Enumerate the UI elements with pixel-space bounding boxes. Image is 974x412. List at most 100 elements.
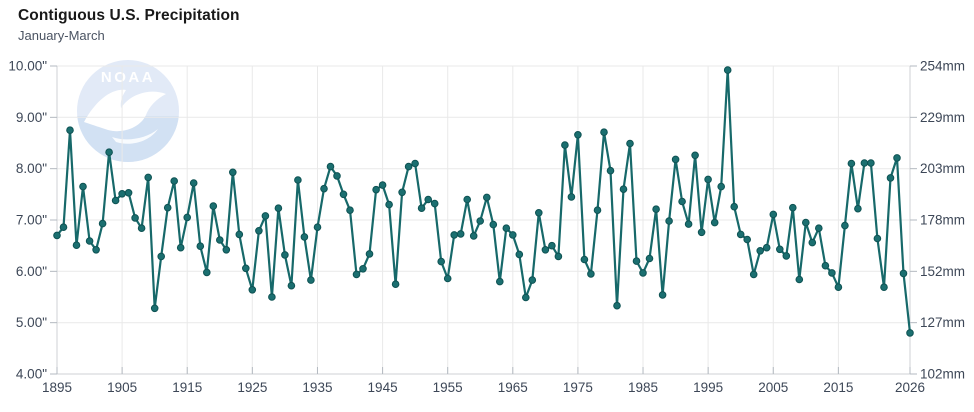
data-point[interactable] <box>632 257 641 265</box>
data-point[interactable] <box>157 252 165 261</box>
data-point[interactable] <box>847 159 856 168</box>
data-point[interactable] <box>72 241 81 249</box>
data-point[interactable] <box>398 188 406 197</box>
data-point[interactable] <box>580 255 589 264</box>
data-point[interactable] <box>131 214 139 222</box>
data-point[interactable] <box>762 243 771 252</box>
data-point[interactable] <box>98 219 107 228</box>
data-point[interactable] <box>593 206 602 214</box>
data-point[interactable] <box>867 159 875 167</box>
data-point[interactable] <box>85 237 94 245</box>
data-point[interactable] <box>665 217 673 225</box>
data-point[interactable] <box>176 243 185 252</box>
data-point[interactable] <box>704 175 712 184</box>
data-point[interactable] <box>287 281 296 290</box>
data-point[interactable] <box>854 204 862 213</box>
data-point[interactable] <box>899 269 908 278</box>
data-point[interactable] <box>515 250 524 259</box>
data-point[interactable] <box>587 270 595 278</box>
data-point[interactable] <box>873 234 882 243</box>
data-point[interactable] <box>528 276 537 284</box>
data-point[interactable] <box>59 223 68 231</box>
data-point[interactable] <box>469 232 478 240</box>
data-point[interactable] <box>385 200 393 209</box>
data-point[interactable] <box>808 238 817 247</box>
data-point[interactable] <box>261 212 270 220</box>
data-point[interactable] <box>815 224 823 232</box>
data-point[interactable] <box>535 209 543 217</box>
data-point[interactable] <box>281 251 289 259</box>
data-point[interactable] <box>860 159 869 167</box>
data-point[interactable] <box>294 176 302 184</box>
data-point[interactable] <box>554 252 563 261</box>
data-point[interactable] <box>326 162 335 171</box>
data-point[interactable] <box>150 304 159 313</box>
data-point[interactable] <box>841 221 849 230</box>
data-point[interactable] <box>313 223 322 231</box>
data-point[interactable] <box>235 230 244 239</box>
data-point[interactable] <box>489 220 498 229</box>
data-point[interactable] <box>717 182 726 191</box>
data-point[interactable] <box>743 235 752 244</box>
data-point[interactable] <box>671 155 680 164</box>
data-point[interactable] <box>483 193 491 202</box>
data-point[interactable] <box>749 270 758 279</box>
data-point[interactable] <box>684 220 693 228</box>
data-point[interactable] <box>769 210 778 219</box>
data-point[interactable] <box>66 126 74 134</box>
data-point[interactable] <box>430 199 439 208</box>
data-point[interactable] <box>378 181 387 189</box>
data-point[interactable] <box>723 66 732 74</box>
data-point[interactable] <box>111 196 120 205</box>
data-point[interactable] <box>229 168 237 177</box>
data-point[interactable] <box>476 217 485 225</box>
data-point[interactable] <box>216 236 224 244</box>
data-point[interactable] <box>561 141 569 149</box>
data-point[interactable] <box>118 190 126 198</box>
data-point[interactable] <box>320 184 328 193</box>
data-point[interactable] <box>789 203 797 212</box>
data-point[interactable] <box>92 246 100 254</box>
data-point[interactable] <box>443 274 452 283</box>
data-point[interactable] <box>645 254 654 263</box>
data-point[interactable] <box>203 268 211 277</box>
data-point[interactable] <box>821 261 830 270</box>
data-point[interactable] <box>626 139 634 148</box>
data-point[interactable] <box>658 291 667 299</box>
data-point[interactable] <box>802 218 810 227</box>
data-point[interactable] <box>105 148 113 156</box>
data-point[interactable] <box>697 228 706 237</box>
data-point[interactable] <box>456 230 465 238</box>
data-point[interactable] <box>391 280 400 289</box>
data-point[interactable] <box>144 173 152 182</box>
data-point[interactable] <box>339 190 348 199</box>
data-point[interactable] <box>352 270 361 279</box>
data-point[interactable] <box>248 286 257 294</box>
data-point[interactable] <box>606 166 615 175</box>
data-point[interactable] <box>880 283 888 292</box>
data-point[interactable] <box>437 257 446 266</box>
data-point[interactable] <box>365 250 374 258</box>
data-point[interactable] <box>359 265 367 273</box>
data-point[interactable] <box>502 224 511 232</box>
data-point[interactable] <box>274 204 283 212</box>
data-point[interactable] <box>736 230 745 239</box>
data-point[interactable] <box>424 195 433 204</box>
data-point[interactable] <box>463 195 472 204</box>
data-point[interactable] <box>196 242 205 250</box>
data-point[interactable] <box>268 293 276 301</box>
data-point[interactable] <box>600 128 608 136</box>
data-point[interactable] <box>541 246 550 254</box>
data-point[interactable] <box>496 277 504 286</box>
data-point[interactable] <box>333 172 341 180</box>
data-point[interactable] <box>574 131 582 139</box>
data-point[interactable] <box>242 264 250 273</box>
data-point[interactable] <box>886 174 895 182</box>
data-point[interactable] <box>776 245 784 254</box>
data-point[interactable] <box>782 252 791 260</box>
data-point[interactable] <box>613 301 621 310</box>
data-point[interactable] <box>548 241 556 250</box>
data-point[interactable] <box>893 154 901 162</box>
data-point[interactable] <box>730 202 739 211</box>
data-point[interactable] <box>567 193 576 201</box>
